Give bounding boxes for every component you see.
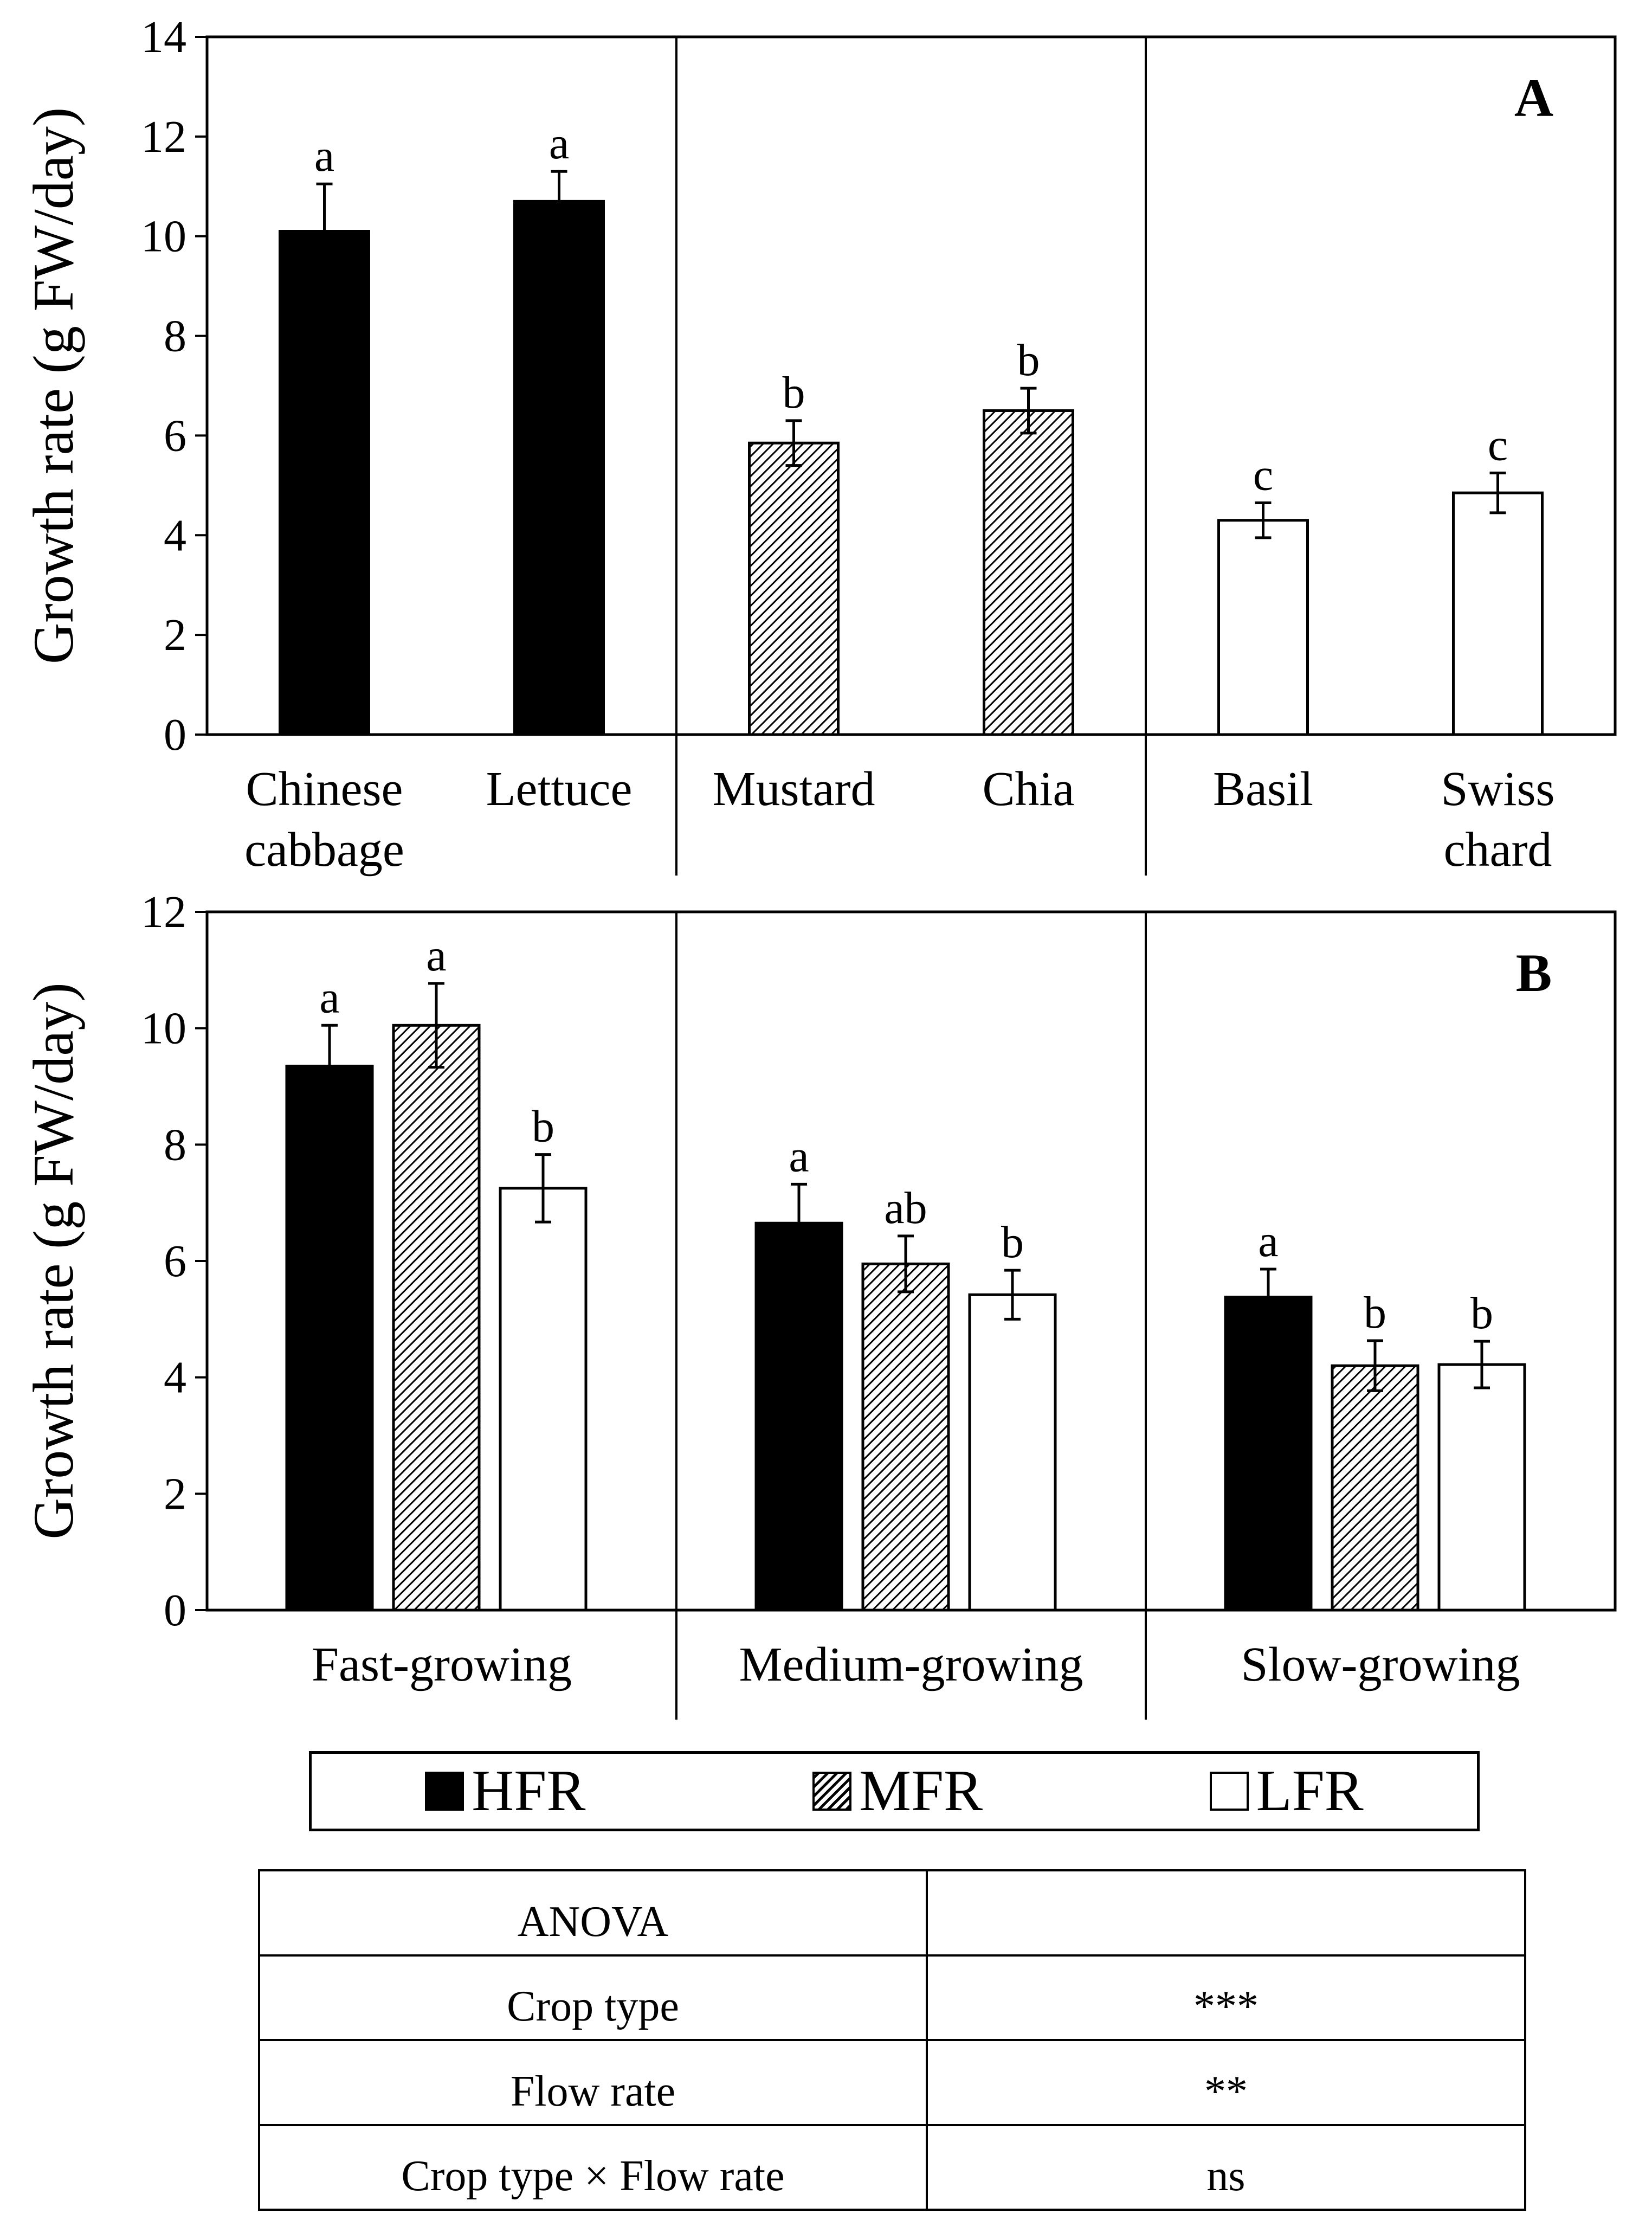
legend-swatch-hfr [425, 1772, 464, 1811]
legend-swatch-mfr [812, 1772, 851, 1811]
bar [983, 409, 1074, 736]
significance-letter: a [549, 118, 569, 169]
y-tick-label: 4 [164, 510, 186, 561]
bar [1217, 519, 1309, 736]
y-tick-label: 2 [164, 1469, 186, 1519]
anova-factor-cell: Crop type × Flow rate [258, 2124, 928, 2211]
plot-frame [205, 35, 1617, 736]
significance-letter: b [1017, 335, 1040, 385]
x-tick-label: Chinese [246, 762, 403, 816]
legend-item-hfr: HFR [425, 1758, 585, 1825]
panel-label: B [1516, 943, 1552, 1003]
panel-label: A [1514, 68, 1553, 128]
bar [279, 230, 370, 736]
anova-header-row: ANOVA [258, 1869, 1526, 1957]
x-tick-label: chard [1444, 823, 1552, 877]
y-tick-label: 2 [164, 610, 186, 660]
x-tick-label: Basil [1213, 762, 1313, 816]
anova-row: Crop type × Flow rate ns [258, 2124, 1526, 2211]
anova-table: ANOVA Crop type *** Flow rate ** Crop ty… [258, 1869, 1526, 2211]
anova-significance-cell: *** [926, 1954, 1526, 2041]
anova-row: Flow rate ** [258, 2039, 1526, 2126]
bar [1452, 491, 1544, 736]
panel-a-chart: 0 2 4 6 8 10 12 14 Growth rate (g FW/day) Aa Chine… [22, 12, 1617, 877]
y-tick-label: 8 [164, 1119, 186, 1170]
bar [499, 1187, 588, 1612]
legend-label-mfr: MFR [859, 1759, 983, 1823]
significance-letter: a [426, 930, 446, 981]
x-group-label: Slow-growing [1241, 1638, 1520, 1691]
significance-letter: a [319, 972, 339, 1022]
bar [754, 1221, 843, 1612]
y-tick-label: 10 [141, 1003, 186, 1054]
significance-letter: b [1001, 1217, 1024, 1267]
significance-letter: ab [884, 1183, 927, 1233]
significance-letter: b [1470, 1288, 1493, 1339]
anova-factor-cell: Crop type [258, 1954, 928, 2041]
anova-factor-cell: Flow rate [258, 2039, 928, 2126]
significance-letter: b [1364, 1288, 1386, 1338]
bar [861, 1262, 950, 1612]
bar [968, 1293, 1057, 1612]
x-group-label: Fast-growing [312, 1638, 572, 1691]
y-axis-label: Growth rate (g FW/day) [22, 982, 85, 1539]
anova-significance-cell: ** [926, 2039, 1526, 2126]
x-tick-label: Chia [983, 762, 1075, 816]
legend-swatch-lfr [1209, 1772, 1249, 1811]
y-tick-label: 14 [141, 12, 186, 62]
anova-significance-cell: ns [926, 2124, 1526, 2211]
significance-letter: b [783, 368, 805, 418]
legend-item-mfr: MFR [812, 1758, 983, 1825]
x-tick-label: Lettuce [486, 762, 633, 816]
anova-header-cell: ANOVA [258, 1869, 928, 1957]
y-axis-label: Growth rate (g FW/day) [22, 107, 85, 664]
bar [1224, 1296, 1313, 1612]
bar [392, 1024, 481, 1612]
anova-header-empty-cell [926, 1869, 1526, 1957]
y-tick-label: 4 [164, 1353, 186, 1403]
significance-letter: a [789, 1131, 809, 1181]
bar [1331, 1364, 1419, 1612]
x-tick-label: Mustard [713, 762, 875, 816]
y-tick-label: 12 [141, 887, 186, 937]
y-tick-label: 10 [141, 211, 186, 262]
legend-item-lfr: LFR [1209, 1758, 1364, 1825]
x-tick-label: cabbage [244, 823, 404, 877]
significance-letter: a [1258, 1216, 1278, 1266]
x-tick-label: Swiss [1441, 762, 1554, 816]
x-group-label: Medium-growing [739, 1638, 1083, 1691]
y-tick-label: 6 [164, 1236, 186, 1286]
legend: HFR MFR LFR [309, 1751, 1480, 1831]
anova-row: Crop type *** [258, 1954, 1526, 2041]
significance-letter: c [1253, 450, 1273, 500]
bar [285, 1064, 374, 1612]
significance-letter: c [1488, 420, 1508, 470]
y-tick-label: 8 [164, 311, 186, 362]
bar [748, 441, 840, 736]
bar [513, 200, 605, 736]
y-tick-label: 0 [164, 1585, 186, 1636]
significance-letter: b [532, 1102, 554, 1152]
y-tick-label: 6 [164, 410, 186, 461]
significance-letter: a [314, 131, 334, 181]
legend-label-lfr: LFR [1256, 1759, 1364, 1823]
legend-label-hfr: HFR [472, 1759, 586, 1823]
y-tick-label: 0 [164, 710, 186, 760]
y-tick-label: 12 [141, 112, 186, 162]
bar [1437, 1363, 1526, 1612]
